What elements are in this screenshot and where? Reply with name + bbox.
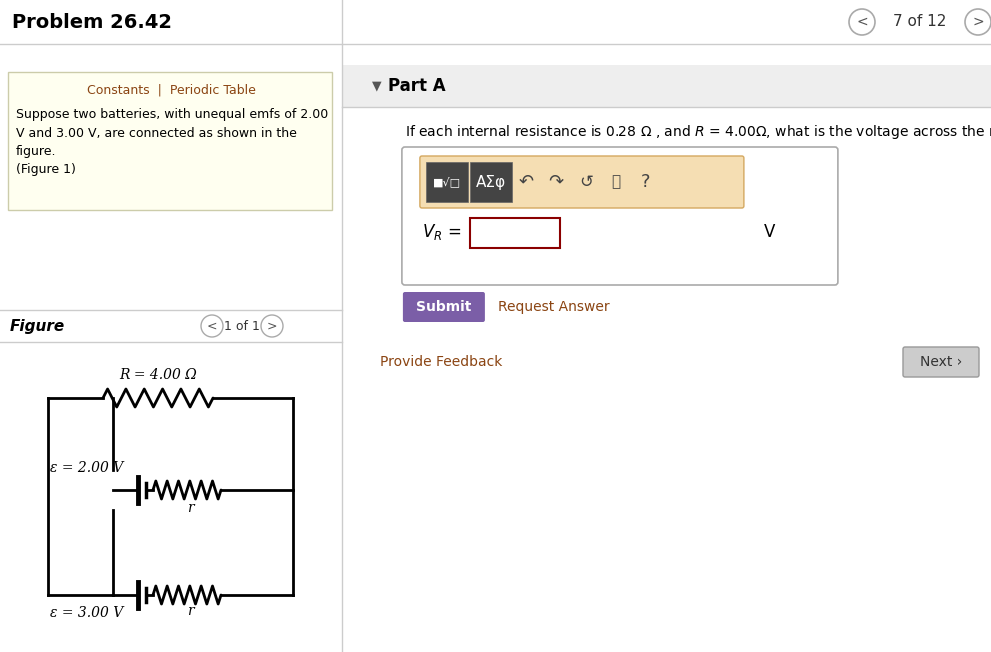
Text: Request Answer: Request Answer — [497, 300, 609, 314]
Circle shape — [849, 9, 875, 35]
Text: AΣφ: AΣφ — [476, 175, 506, 190]
Text: r: r — [186, 604, 193, 618]
Text: ↷: ↷ — [548, 173, 564, 191]
FancyBboxPatch shape — [426, 162, 468, 202]
FancyBboxPatch shape — [403, 292, 485, 322]
Text: Figure: Figure — [10, 318, 65, 334]
Text: Provide Feedback: Provide Feedback — [380, 355, 502, 369]
Text: Next ›: Next › — [920, 355, 962, 369]
Text: R = 4.00 Ω: R = 4.00 Ω — [119, 368, 197, 382]
FancyBboxPatch shape — [470, 162, 512, 202]
Text: If each internal resistance is 0.28 Ω , and $R$ = 4.00Ω, what is the voltage acr: If each internal resistance is 0.28 Ω , … — [405, 123, 991, 141]
Text: 1 of 1: 1 of 1 — [224, 319, 260, 333]
Text: 7 of 12: 7 of 12 — [893, 14, 946, 29]
Text: Suppose two batteries, with unequal emfs of 2.00
V and 3.00 V, are connected as : Suppose two batteries, with unequal emfs… — [16, 108, 328, 177]
Text: ⌹: ⌹ — [611, 175, 620, 190]
FancyBboxPatch shape — [903, 347, 979, 377]
Text: Constants  |  Periodic Table: Constants | Periodic Table — [86, 83, 256, 96]
Text: Part A: Part A — [387, 77, 446, 95]
Text: Problem 26.42: Problem 26.42 — [12, 12, 172, 31]
Text: ε = 2.00 V: ε = 2.00 V — [50, 461, 123, 475]
Text: r: r — [186, 501, 193, 515]
Circle shape — [201, 315, 223, 337]
Text: >: > — [972, 15, 984, 29]
FancyBboxPatch shape — [470, 218, 560, 248]
FancyBboxPatch shape — [402, 147, 838, 285]
Text: >: > — [267, 319, 277, 333]
Circle shape — [965, 9, 991, 35]
Text: <: < — [856, 15, 868, 29]
Text: ■√□: ■√□ — [433, 177, 461, 187]
Text: ▼: ▼ — [372, 80, 382, 93]
FancyBboxPatch shape — [420, 156, 744, 208]
Text: V: V — [764, 223, 776, 241]
FancyBboxPatch shape — [8, 72, 332, 210]
Circle shape — [261, 315, 283, 337]
Text: ε = 3.00 V: ε = 3.00 V — [50, 606, 123, 620]
Text: Submit: Submit — [416, 300, 472, 314]
FancyBboxPatch shape — [342, 65, 991, 107]
Text: $V_R$ =: $V_R$ = — [422, 222, 461, 242]
Text: ?: ? — [641, 173, 651, 191]
Text: ↶: ↶ — [518, 173, 533, 191]
Text: ↺: ↺ — [579, 173, 593, 191]
FancyBboxPatch shape — [0, 0, 991, 44]
Text: <: < — [207, 319, 217, 333]
